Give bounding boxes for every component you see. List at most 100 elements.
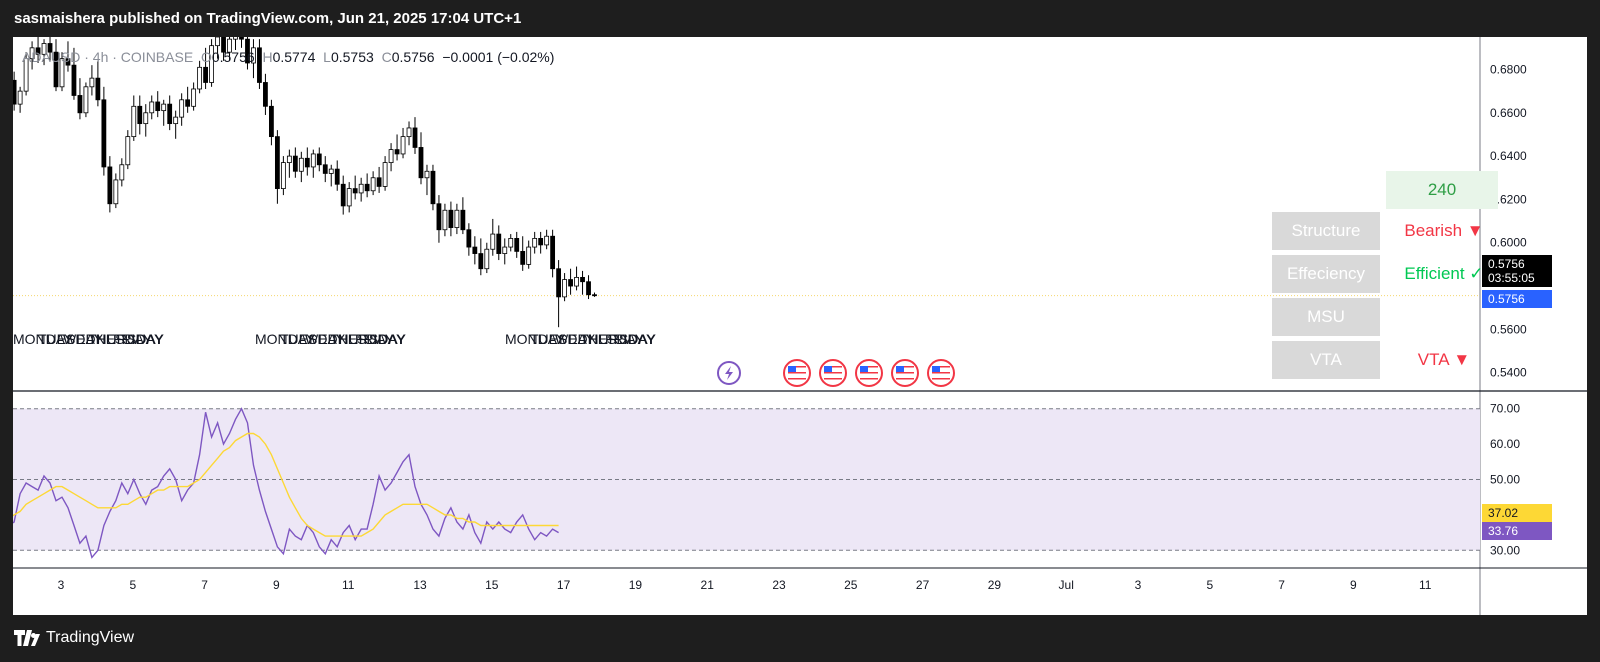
candle-down <box>221 37 226 53</box>
candle-down <box>203 66 208 83</box>
top-bar: sasmaishera published on TradingView.com… <box>0 0 1600 37</box>
chart-canvas[interactable]: 0.6800 0.6600 0.6400 0.6200 0.6000 0.5600 0.54… <box>13 37 1587 615</box>
flag-stripe <box>896 369 914 371</box>
rsi-value-label <box>1482 522 1552 540</box>
candle-down <box>269 105 274 138</box>
candle-up <box>143 112 149 125</box>
candle-down <box>304 157 310 168</box>
signal-label-structure: Structure <box>1272 212 1380 250</box>
weekday-label: FRIDAY <box>113 331 164 347</box>
time-tick-label: 13 <box>413 578 427 592</box>
time-tick-label: 27 <box>916 578 930 592</box>
time-tick-label: 11 <box>1419 578 1432 592</box>
candle-up <box>251 47 256 64</box>
flag-stripe <box>824 366 842 368</box>
weekday-label: MONDAY <box>13 331 74 347</box>
signal-value-effeciency: Efficient ✓ <box>1404 264 1484 283</box>
candle-down <box>35 47 41 55</box>
weekday-label: FRIDAY <box>355 331 406 347</box>
candle-up <box>562 279 567 298</box>
flag-stripe <box>932 369 950 371</box>
candle-down <box>185 99 191 107</box>
flag-stripe <box>824 369 842 371</box>
ohlc-legend: ADAUSD · 4h · COINBASE O0.5756 H0.5774 L… <box>22 49 555 65</box>
candle-down <box>95 77 101 101</box>
tradingview-brand[interactable]: TradingView <box>14 629 134 647</box>
candle-down <box>137 105 143 125</box>
time-tick-label: 7 <box>201 578 208 592</box>
candle-up <box>125 136 131 166</box>
flag-stripe <box>932 372 950 374</box>
candle-up <box>215 37 220 47</box>
candle-down <box>418 147 424 179</box>
weekday-label: WEDNESDAY <box>305 331 395 347</box>
flag-stripe <box>932 366 950 368</box>
candle-down <box>550 235 556 270</box>
candle-up <box>574 276 579 287</box>
candle-down <box>448 209 454 228</box>
time-tick-label: 3 <box>1135 578 1142 592</box>
candle-up <box>41 43 47 55</box>
change-value: −0.0001 (−0.02%) <box>442 49 555 65</box>
candle-up <box>310 153 316 168</box>
rsi-line <box>13 407 559 559</box>
candle-up <box>209 45 214 83</box>
lightning-bolt <box>725 366 733 380</box>
tradingview-logo-icon <box>14 630 40 646</box>
candle-up <box>17 90 23 105</box>
candle-down <box>478 253 484 270</box>
publish-info: sasmaishera published on TradingView.com… <box>14 10 522 27</box>
candle-down <box>556 268 562 298</box>
candle-up <box>161 103 167 112</box>
candle-up <box>179 99 185 118</box>
price-tick-label: 0.6400 <box>1490 149 1527 163</box>
price-tick-label: 0.6800 <box>1490 62 1527 76</box>
weekday-label: MONDAY <box>505 331 566 347</box>
candle-down <box>65 58 71 66</box>
last-price-label-text: 0.5756 <box>1488 257 1525 271</box>
rsi-ma-line <box>13 432 559 537</box>
flag-stripe <box>860 366 878 368</box>
flag-stripe <box>824 375 842 377</box>
time-tick-label: 15 <box>485 578 499 592</box>
flag-canton <box>788 366 796 372</box>
candle-down <box>592 294 597 297</box>
candle-up <box>424 170 430 179</box>
candle-down <box>155 101 161 112</box>
price-tick-label: 0.6600 <box>1490 106 1527 120</box>
candle-up <box>328 168 334 174</box>
candle-down <box>412 127 418 148</box>
candle-up <box>197 66 203 90</box>
candle-down <box>274 136 280 189</box>
candle-up <box>382 162 388 187</box>
rsi-tick-label: 70.00 <box>1490 402 1520 416</box>
candle-up <box>233 37 238 40</box>
weekday-label: MONDAY <box>255 331 316 347</box>
candle-up <box>358 183 364 194</box>
candle-up <box>532 238 538 248</box>
weekday-label: WEDNESDAY <box>63 331 153 347</box>
time-tick-label: 7 <box>1278 578 1285 592</box>
candle-up <box>298 157 304 172</box>
candle-down <box>167 103 173 125</box>
candle-down <box>364 183 370 192</box>
candle-down <box>496 233 502 254</box>
time-tick-label: 3 <box>58 578 65 592</box>
candle-up <box>454 209 460 228</box>
price-marker-label <box>1482 290 1552 308</box>
bottom-bar: TradingView <box>0 615 1600 662</box>
candle-up <box>526 246 532 265</box>
flag-stripe <box>860 378 878 380</box>
symbol-label[interactable]: ADAUSD · 4h · COINBASE <box>22 49 194 65</box>
flag-stripe <box>932 375 950 377</box>
weekday-label: TUESDAY <box>530 331 596 347</box>
price-tick-label: 0.5400 <box>1490 366 1527 380</box>
candle-down <box>352 188 358 194</box>
candle-down <box>71 64 77 96</box>
signal-value-structure: Bearish ▼ <box>1404 221 1484 240</box>
candle-down <box>292 155 298 172</box>
price-tick-label: 0.6000 <box>1490 236 1527 250</box>
rsi-ma-value-label <box>1482 504 1552 522</box>
weekday-label: FRIDAY <box>605 331 656 347</box>
candle-up <box>227 38 232 53</box>
